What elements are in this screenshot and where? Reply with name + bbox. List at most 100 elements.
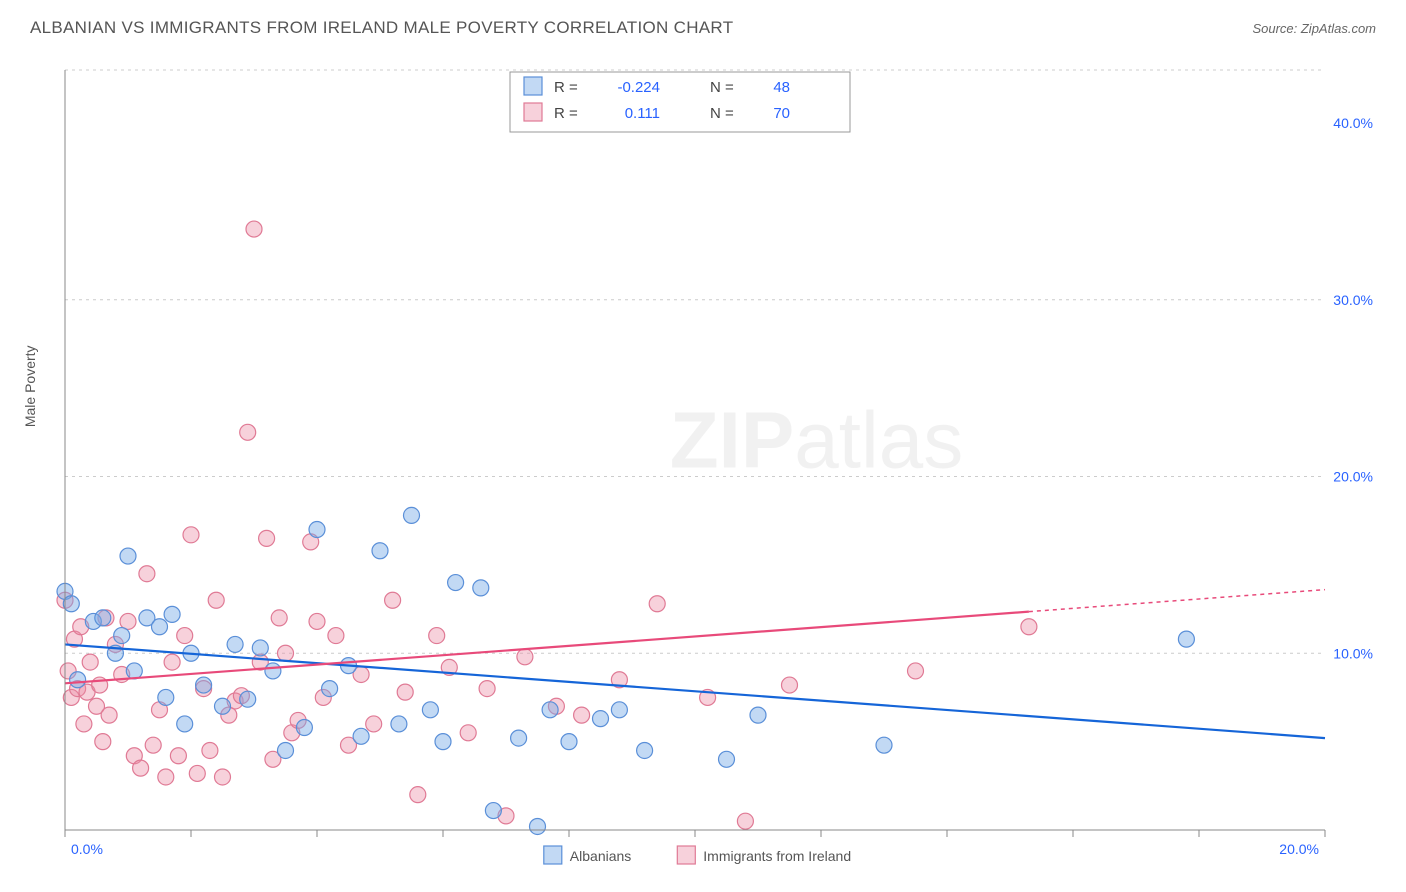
data-point-ireland — [95, 734, 111, 750]
data-point-ireland — [158, 769, 174, 785]
data-point-ireland — [271, 610, 287, 626]
data-point-ireland — [101, 707, 117, 723]
data-point-albanians — [63, 596, 79, 612]
data-point-albanians — [240, 691, 256, 707]
data-point-albanians — [114, 628, 130, 644]
data-point-albanians — [485, 803, 501, 819]
y-axis-label: Male Poverty — [22, 345, 38, 427]
data-point-albanians — [561, 734, 577, 750]
chart-title: ALBANIAN VS IMMIGRANTS FROM IRELAND MALE… — [30, 18, 733, 38]
data-point-ireland — [215, 769, 231, 785]
legend-n-value-ireland: 70 — [773, 105, 790, 122]
data-point-albanians — [265, 663, 281, 679]
data-point-albanians — [353, 728, 369, 744]
data-point-ireland — [517, 649, 533, 665]
data-point-albanians — [511, 730, 527, 746]
data-point-ireland — [460, 725, 476, 741]
data-point-ireland — [259, 530, 275, 546]
data-point-ireland — [164, 654, 180, 670]
data-point-albanians — [750, 707, 766, 723]
x-tick-label: 0.0% — [71, 841, 103, 857]
data-point-albanians — [876, 737, 892, 753]
legend-r-label: R = — [554, 105, 578, 122]
data-point-albanians — [152, 619, 168, 635]
data-point-ireland — [208, 592, 224, 608]
data-point-albanians — [637, 742, 653, 758]
source-attribution: Source: ZipAtlas.com — [1252, 21, 1376, 36]
data-point-albanians — [70, 672, 86, 688]
data-point-albanians — [593, 711, 609, 727]
chart-container: Male Poverty ZIPatlas0.0%20.0%10.0%20.0%… — [50, 60, 1380, 860]
data-point-ireland — [189, 765, 205, 781]
data-point-ireland — [328, 628, 344, 644]
data-point-ireland — [782, 677, 798, 693]
data-point-ireland — [183, 527, 199, 543]
data-point-albanians — [309, 522, 325, 538]
data-point-ireland — [908, 663, 924, 679]
data-point-albanians — [1178, 631, 1194, 647]
trend-line-extrapolated-ireland — [1029, 590, 1325, 612]
legend-n-value-albanians: 48 — [773, 79, 790, 96]
data-point-albanians — [322, 681, 338, 697]
data-point-ireland — [479, 681, 495, 697]
data-point-ireland — [1021, 619, 1037, 635]
data-point-albanians — [196, 677, 212, 693]
data-point-albanians — [95, 610, 111, 626]
legend-swatch-ireland — [524, 103, 542, 121]
data-point-albanians — [227, 636, 243, 652]
data-point-albanians — [435, 734, 451, 750]
data-point-albanians — [473, 580, 489, 596]
data-point-ireland — [385, 592, 401, 608]
data-point-albanians — [530, 818, 546, 834]
data-point-ireland — [410, 787, 426, 803]
x-tick-label: 20.0% — [1279, 841, 1319, 857]
data-point-albanians — [278, 742, 294, 758]
trend-line-ireland — [65, 612, 1029, 684]
y-tick-label: 40.0% — [1333, 115, 1373, 131]
data-point-albanians — [120, 548, 136, 564]
data-point-ireland — [246, 221, 262, 237]
data-point-ireland — [177, 628, 193, 644]
data-point-albanians — [542, 702, 558, 718]
data-point-ireland — [145, 737, 161, 753]
bottom-swatch-ireland — [677, 846, 695, 864]
watermark: ZIPatlas — [670, 396, 963, 485]
data-point-ireland — [397, 684, 413, 700]
data-point-ireland — [76, 716, 92, 732]
data-point-ireland — [574, 707, 590, 723]
data-point-ireland — [133, 760, 149, 776]
data-point-ireland — [649, 596, 665, 612]
legend-r-label: R = — [554, 79, 578, 96]
data-point-albanians — [448, 575, 464, 591]
data-point-albanians — [404, 507, 420, 523]
data-point-ireland — [278, 645, 294, 661]
data-point-ireland — [366, 716, 382, 732]
trend-line-albanians — [65, 644, 1325, 738]
scatter-chart: ZIPatlas0.0%20.0%10.0%20.0%30.0%40.0%R =… — [50, 60, 1380, 880]
legend-swatch-albanians — [524, 77, 542, 95]
data-point-ireland — [240, 424, 256, 440]
data-point-albanians — [296, 719, 312, 735]
legend-r-value-ireland: 0.111 — [625, 105, 660, 122]
y-tick-label: 10.0% — [1333, 645, 1373, 661]
data-point-albanians — [158, 689, 174, 705]
data-point-albanians — [422, 702, 438, 718]
data-point-ireland — [82, 654, 98, 670]
legend-r-value-albanians: -0.224 — [617, 79, 660, 96]
data-point-ireland — [202, 742, 218, 758]
data-point-albanians — [611, 702, 627, 718]
data-point-ireland — [737, 813, 753, 829]
bottom-swatch-albanians — [544, 846, 562, 864]
legend-n-label: N = — [710, 79, 734, 96]
data-point-albanians — [177, 716, 193, 732]
bottom-label-ireland: Immigrants from Ireland — [703, 848, 851, 864]
legend-n-label: N = — [710, 105, 734, 122]
data-point-albanians — [391, 716, 407, 732]
data-point-albanians — [126, 663, 142, 679]
bottom-label-albanians: Albanians — [570, 848, 632, 864]
data-point-ireland — [429, 628, 445, 644]
data-point-albanians — [719, 751, 735, 767]
data-point-ireland — [170, 748, 186, 764]
data-point-albanians — [252, 640, 268, 656]
data-point-albanians — [164, 606, 180, 622]
